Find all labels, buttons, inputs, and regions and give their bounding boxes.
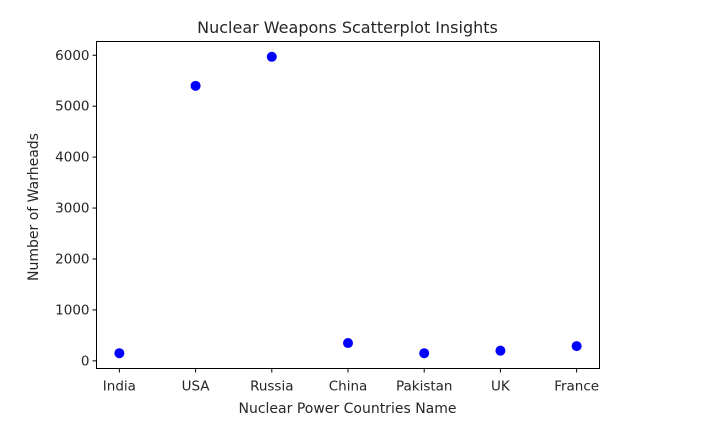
y-tick-label: 2000 — [55, 251, 89, 267]
x-tick-label: China — [329, 379, 368, 395]
data-point-pakistan — [419, 348, 430, 359]
x-tick-label: Pakistan — [396, 379, 453, 395]
chart-title: Nuclear Weapons Scatterplot Insights — [197, 18, 498, 37]
data-point-india — [114, 348, 125, 359]
y-tick-label: 3000 — [55, 201, 89, 217]
y-tick-label: 1000 — [55, 302, 89, 318]
x-axis-label: Nuclear Power Countries Name — [239, 401, 457, 417]
y-tick-label: 5000 — [55, 99, 89, 115]
y-axis-label: Number of Warheads — [26, 133, 42, 281]
y-tick-label: 0 — [81, 353, 90, 369]
data-point-uk — [495, 345, 506, 356]
x-tick-label: France — [554, 379, 599, 395]
x-tick-label: Russia — [250, 379, 293, 395]
x-tick-label: UK — [491, 379, 511, 395]
y-axis-ticks: 0 1000 2000 3000 4000 5000 6000 — [55, 48, 97, 369]
data-point-france — [571, 341, 582, 352]
x-axis-ticks: India USA Russia China Pakistan UK France — [103, 368, 599, 395]
y-tick-label: 6000 — [55, 48, 89, 64]
data-point-russia — [266, 51, 277, 62]
data-point-china — [343, 338, 353, 349]
y-tick-label: 4000 — [55, 150, 89, 166]
x-tick-label: USA — [182, 379, 211, 395]
x-tick-label: India — [103, 379, 136, 395]
data-point-usa — [190, 80, 201, 91]
data-points — [114, 51, 582, 359]
plot-frame — [96, 41, 600, 369]
